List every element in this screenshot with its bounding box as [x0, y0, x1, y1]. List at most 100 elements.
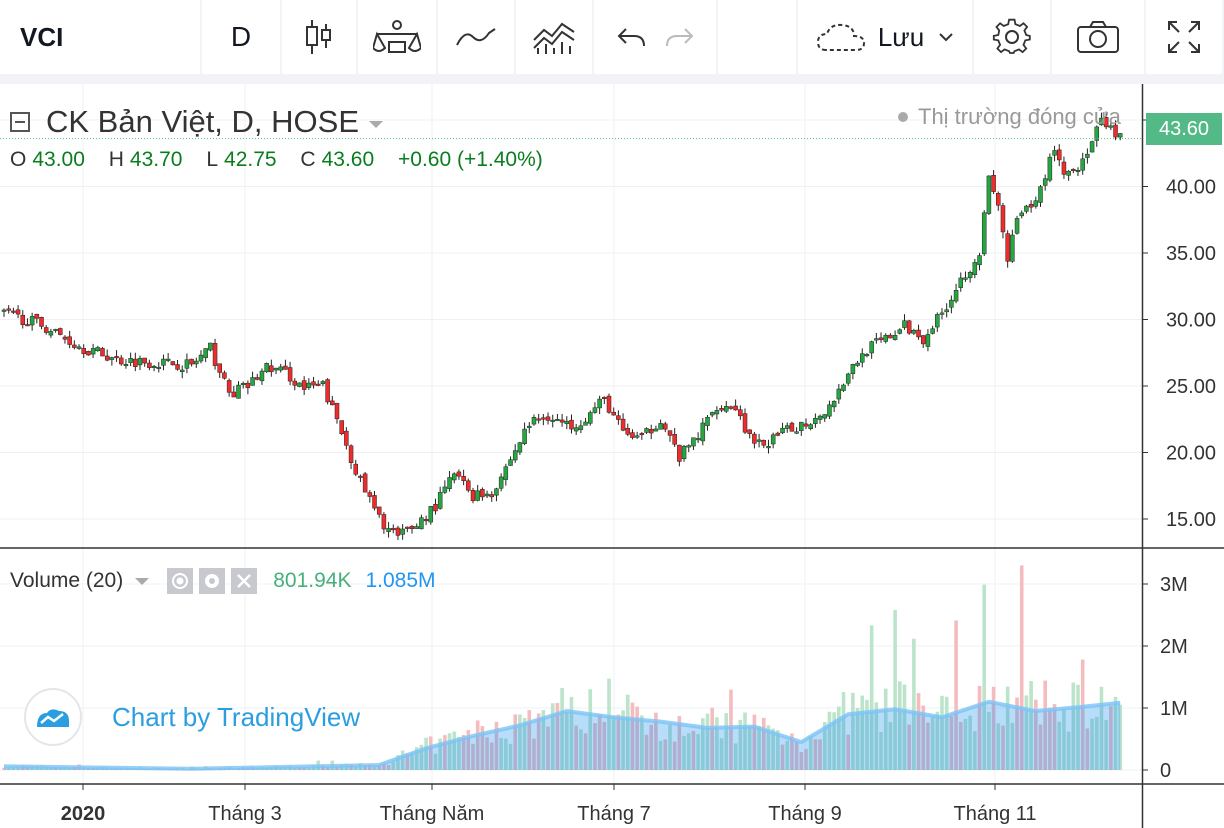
time-tick-label: Tháng 11	[953, 803, 1036, 825]
candle-body	[860, 353, 865, 363]
fullscreen-button[interactable]	[1146, 0, 1222, 74]
candle-body	[67, 336, 72, 345]
volume-bar	[644, 734, 649, 770]
redo-icon[interactable]	[665, 25, 695, 49]
candle-body	[700, 422, 706, 442]
candle-body	[794, 431, 799, 434]
volume-ma-line	[3, 699, 1121, 771]
volume-bar	[752, 714, 757, 770]
snapshot-button[interactable]	[1052, 0, 1144, 74]
candle-body	[461, 475, 466, 482]
volume-bar	[668, 724, 672, 770]
save-button[interactable]: Lưu	[798, 0, 972, 74]
volume-bar	[457, 737, 461, 770]
volume-bar	[405, 753, 410, 770]
candle-body	[405, 526, 410, 529]
candle-body	[512, 450, 518, 461]
volume-bar	[621, 710, 625, 770]
volume-legend: Volume (20) 801.94K 1.085M	[10, 568, 436, 594]
candle-body	[564, 420, 570, 424]
volume-bar	[494, 721, 499, 770]
volume-bar	[1085, 728, 1090, 770]
volume-bar	[1034, 699, 1038, 770]
volume-bar	[377, 764, 381, 770]
volume-label: Volume (20)	[10, 569, 124, 592]
volume-bar	[729, 689, 733, 770]
candle-body	[1028, 203, 1034, 208]
price-tick-label: 15.00	[1166, 509, 1216, 531]
eye-icon[interactable]	[167, 568, 194, 594]
volume-bar	[353, 767, 358, 770]
candle-body	[344, 430, 349, 446]
ohlc-values: O 43.00 H 43.70 L 42.75 C 43.60 +0.60 (+1.40…	[10, 148, 561, 172]
candle-body	[255, 377, 260, 380]
candle-body	[128, 358, 133, 363]
candle-body	[240, 383, 246, 386]
candle-body	[119, 357, 124, 365]
candle-body	[39, 317, 44, 327]
volume-bar	[602, 721, 607, 770]
candle-body	[559, 419, 565, 423]
volume-bar	[630, 702, 635, 770]
time-tick-label: Tháng Năm	[380, 803, 485, 825]
volume-bar	[855, 707, 860, 770]
volume-bar	[414, 747, 419, 770]
collapse-legend-icon[interactable]	[10, 112, 30, 132]
candle-body	[292, 380, 298, 386]
undo-icon[interactable]	[616, 25, 646, 49]
gear-icon[interactable]	[199, 568, 226, 594]
volume-bar	[954, 620, 958, 770]
volume-bar	[419, 744, 424, 770]
volume-tick-label: 3M	[1160, 574, 1188, 596]
close-icon[interactable]	[231, 568, 258, 594]
chart-area[interactable]: 15.0020.0025.0030.0035.0040.0045.0001M2M…	[0, 84, 1224, 828]
candle-body	[836, 388, 842, 400]
candle-body	[939, 312, 945, 315]
volume-bar	[977, 685, 982, 770]
candle-body	[470, 490, 476, 501]
volume-bar	[363, 765, 367, 770]
candle-body	[531, 417, 537, 425]
volume-bar	[944, 696, 949, 770]
candle-body	[348, 445, 354, 463]
templates-button[interactable]	[516, 0, 592, 74]
interval-button[interactable]: D	[202, 0, 280, 74]
candle-body	[705, 416, 710, 426]
indicators-button[interactable]	[358, 0, 436, 74]
volume-bar	[1038, 724, 1043, 770]
candle-body	[981, 212, 987, 255]
volume-bar	[438, 738, 442, 770]
volume-bar	[982, 584, 987, 770]
caret-down-icon[interactable]	[135, 577, 150, 585]
volume-bar	[921, 705, 926, 770]
candle-body	[62, 336, 68, 340]
candle-body	[897, 329, 903, 334]
candle-body	[15, 309, 21, 315]
candle-body	[663, 423, 668, 430]
caret-down-icon[interactable]	[369, 120, 383, 128]
volume-bar	[973, 731, 977, 770]
volume-bar	[766, 725, 771, 770]
volume-bar	[541, 710, 546, 770]
volume-bar	[372, 765, 377, 770]
volume-bar	[790, 733, 794, 770]
candle-body	[578, 425, 584, 430]
price-tick-label: 35.00	[1166, 243, 1216, 265]
volume-bar	[489, 742, 494, 770]
candle-body	[1057, 149, 1062, 161]
candle-body	[43, 327, 49, 333]
market-status-text: Thị trường đóng cửa	[918, 104, 1121, 129]
tradingview-watermark[interactable]: Chart by TradingView	[24, 688, 360, 746]
volume-bar	[428, 736, 433, 770]
compare-button[interactable]	[438, 0, 514, 74]
price-volume-chart[interactable]: 15.0020.0025.0030.0035.0040.0045.0001M2M…	[0, 84, 1224, 828]
settings-button[interactable]	[974, 0, 1050, 74]
volume-bar	[499, 738, 503, 770]
candle-body	[606, 395, 612, 413]
symbol-button[interactable]: VCI	[0, 0, 200, 74]
candle-body	[76, 346, 82, 349]
chevron-down-icon	[938, 32, 954, 42]
candle-body	[456, 471, 462, 477]
chart-style-button[interactable]	[282, 0, 356, 74]
candle-body	[813, 418, 818, 424]
